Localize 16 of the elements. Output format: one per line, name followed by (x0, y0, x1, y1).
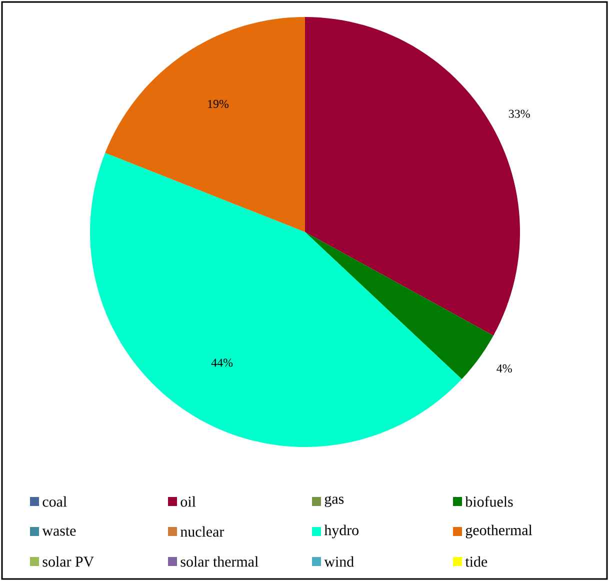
legend-label: waste (42, 527, 76, 536)
legend-label: oil (180, 496, 196, 507)
legend-label: coal (42, 496, 67, 507)
legend-label: hydro (324, 524, 358, 538)
legend-label: solar PV (42, 556, 94, 567)
data-label: 19% (208, 100, 229, 108)
legend-label: biofuels (465, 496, 513, 507)
data-label: 4% (496, 364, 512, 373)
legend-label: tide (465, 556, 488, 567)
data-label: 44% (211, 358, 233, 367)
legend-label: wind (324, 556, 354, 567)
legend-label: nuclear (180, 526, 224, 537)
data-label: 33% (508, 110, 530, 118)
legend-label: gas (324, 496, 344, 507)
legend-label: solar thermal (180, 556, 258, 567)
legend-label: geothermal (466, 524, 532, 538)
